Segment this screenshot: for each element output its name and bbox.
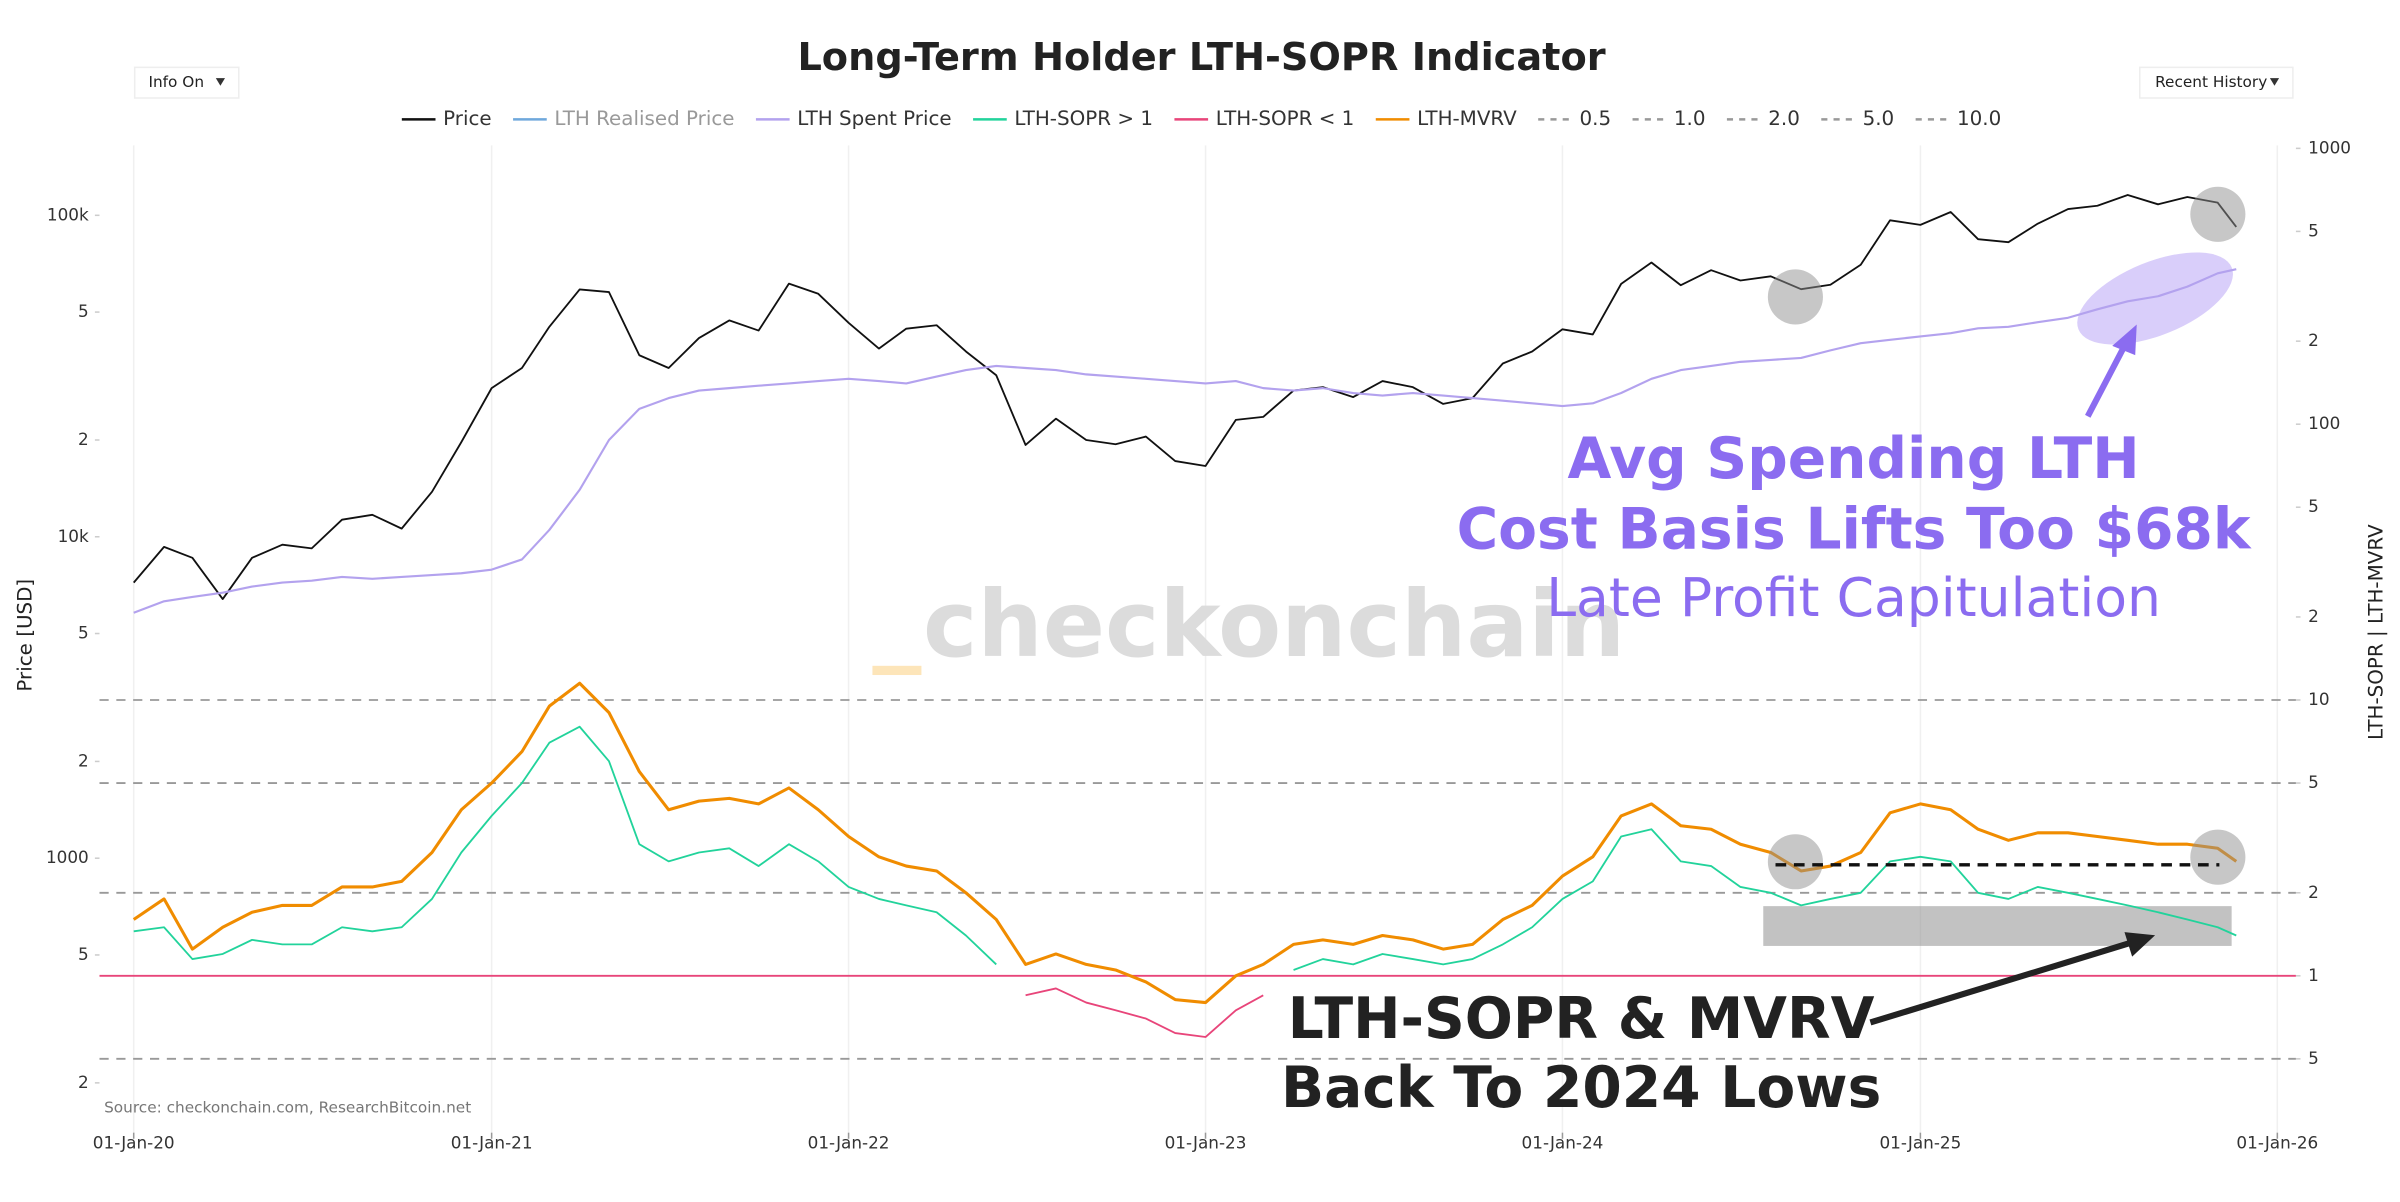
y-tick-label: 1000 — [46, 847, 89, 867]
legend-label: LTH-SOPR < 1 — [1216, 107, 1355, 130]
annotation: Avg Spending LTH — [1567, 426, 2139, 492]
highlight-circle — [2190, 829, 2246, 885]
x-tick-label: 01-Jan-20 — [93, 1132, 175, 1152]
dropdown-label[interactable]: Recent History — [2155, 73, 2267, 91]
x-tick-label: 01-Jan-26 — [2236, 1132, 2318, 1152]
y-tick-label: 10k — [58, 526, 89, 546]
dropdown-caret[interactable] — [215, 78, 225, 86]
dropdown-caret[interactable] — [2269, 78, 2280, 86]
y2-axis-label: LTH-SOPR | LTH-MVRV — [2365, 524, 2388, 740]
legend-label: 10.0 — [1957, 107, 2001, 130]
y-tick-label: 2 — [78, 429, 89, 449]
y-tick-label: 5 — [78, 301, 89, 321]
series-line — [133, 194, 2237, 600]
y-tick-label: 100k — [47, 204, 89, 224]
y2-tick-label: 2 — [2308, 330, 2319, 350]
y2-tick-label: 100 — [2308, 413, 2340, 433]
highlight-circle — [1767, 269, 1823, 325]
history-dropdown[interactable]: Recent History — [2139, 66, 2294, 99]
y2-tick-label: 10 — [2308, 689, 2329, 709]
x-tick-label: 01-Jan-24 — [1522, 1132, 1604, 1152]
chart-title: Long-Term Holder LTH-SOPR Indicator — [797, 35, 1605, 80]
grid — [132, 145, 2279, 1133]
series-line — [132, 681, 2238, 1005]
series-line — [133, 725, 2237, 971]
x-tick-label: 01-Jan-25 — [1879, 1132, 1961, 1152]
legend-label: LTH-MVRV — [1417, 107, 1517, 130]
y2-tick-label: 2 — [2308, 882, 2319, 902]
x-tick-label: 01-Jan-22 — [808, 1132, 890, 1152]
watermark: checkonchain — [923, 571, 1625, 678]
dropdown-box[interactable] — [2139, 66, 2294, 99]
annotation: Back To 2024 Lows — [1281, 1055, 1881, 1121]
dropdown-label[interactable]: Info On — [148, 73, 204, 91]
annotation: Cost Basis Lifts Too $68k — [1457, 496, 2252, 562]
arrow-head — [2112, 324, 2137, 356]
watermark-underscore — [872, 665, 922, 676]
source-note: Source: checkonchain.com, ResearchBitcoi… — [104, 1099, 471, 1117]
y2-tick-label: 5 — [2308, 772, 2319, 792]
highlight-band — [1763, 906, 2232, 946]
y2-tick-label: 5 — [2308, 1048, 2319, 1068]
legend: Price LTH Realised Price LTH Spent Price LT… — [401, 107, 2001, 130]
highlight-ellipse — [2077, 252, 2233, 345]
legend-label: LTH Realised Price — [554, 107, 734, 130]
y2-tick-label: 5 — [2308, 496, 2319, 516]
legend-label: Price — [443, 107, 491, 130]
highlight-circle — [2190, 186, 2246, 242]
series-line — [133, 268, 2237, 614]
legend-label: LTH-SOPR > 1 — [1014, 107, 1153, 130]
x-tick-label: 01-Jan-23 — [1165, 1132, 1247, 1152]
reference-lines — [99, 699, 2296, 1060]
arrow-shaft — [2085, 344, 2128, 418]
y2-tick-label: 5 — [2308, 220, 2319, 240]
y-axis-label: Price [USD] — [14, 579, 37, 692]
y-tick-label: 2 — [78, 1072, 89, 1092]
y-tick-label: 5 — [78, 944, 89, 964]
y2-tick-label: 1000 — [2308, 137, 2351, 157]
legend-label: 2.0 — [1768, 107, 1800, 130]
info-dropdown[interactable]: Info On — [133, 66, 240, 99]
legend-label: LTH Spent Price — [797, 107, 951, 130]
legend-label: 5.0 — [1863, 107, 1895, 130]
highlights — [1763, 252, 2233, 946]
y-tick-label: 2 — [78, 750, 89, 770]
annotation: LTH-SOPR & MVRV — [1288, 986, 1875, 1052]
legend-label: 1.0 — [1674, 107, 1706, 130]
y2-tick-label: 2 — [2308, 606, 2319, 626]
arrow-shaft — [1869, 939, 2132, 1026]
highlight-circle — [1767, 834, 1823, 890]
series-lines — [132, 194, 2238, 1038]
arrow-head — [2124, 932, 2156, 957]
axes: 01-Jan-20 01-Jan-21 01-Jan-22 01-Jan-23 01-J… — [46, 137, 2351, 1152]
annotation: Late Profit Capitulation — [1546, 566, 2161, 629]
overlays — [1767, 186, 2246, 1026]
series-line — [1025, 987, 1264, 1038]
x-tick-label: 01-Jan-21 — [451, 1132, 533, 1152]
y2-tick-label: 1 — [2308, 965, 2319, 985]
legend-label: 0.5 — [1580, 107, 1612, 130]
y-tick-label: 5 — [78, 623, 89, 643]
